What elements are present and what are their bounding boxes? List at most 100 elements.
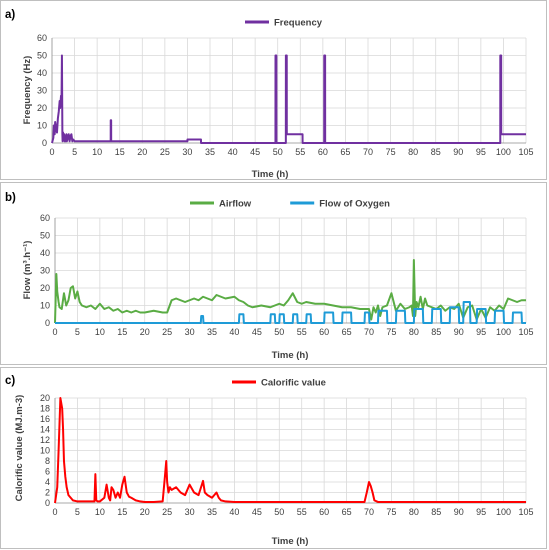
panel-b-x-tick-label: 85	[431, 327, 441, 337]
panel-b-x-tick-label: 75	[386, 327, 396, 337]
panel-c-x-tick-label: 65	[342, 507, 352, 517]
panel-a-x-tick-label: 15	[115, 147, 125, 157]
panel-a-x-tick-label: 30	[182, 147, 192, 157]
panel-a-x-tick-label: 35	[205, 147, 215, 157]
panel-b-legend-label-1: Flow of Oxygen	[319, 199, 390, 210]
panel-c-y-tick-label: 20	[40, 393, 50, 403]
panel-b-x-tick-label: 95	[476, 327, 486, 337]
panel-b-x-tick-label: 70	[364, 327, 374, 337]
panel-a-y-tick-label: 30	[37, 86, 47, 96]
panel-c-x-tick-label: 10	[95, 507, 105, 517]
panel-a-x-tick-label: 0	[49, 147, 54, 157]
panel-a-y-tick-label: 0	[42, 138, 47, 148]
panel-c-x-tick-label: 45	[252, 507, 262, 517]
panel-b-legend: Airflow Flow of Oxygen	[190, 199, 390, 210]
panel-c-y-tick-label: 16	[40, 414, 50, 424]
panel-b-y-tick-label: 30	[40, 266, 50, 276]
panel-b-x-tick-label: 15	[117, 327, 127, 337]
panel-c-x-tick-label: 55	[297, 507, 307, 517]
panel-a-x-tick-label: 105	[518, 147, 533, 157]
panel-b-x-tick-label: 20	[140, 327, 150, 337]
panel-a-x-tick-label: 85	[431, 147, 441, 157]
panel-a-x-tick-label: 50	[273, 147, 283, 157]
panel-b-x-tick-label: 0	[52, 327, 57, 337]
panel-c-x-tick-label: 40	[229, 507, 239, 517]
panel-b-y-tick-label: 50	[40, 231, 50, 241]
panel-a-letter: a)	[5, 9, 15, 21]
panel-b-x-tick-label: 60	[319, 327, 329, 337]
panel-c-x-axis-label: Time (h)	[272, 536, 309, 547]
panel-c-x-tick-label: 80	[409, 507, 419, 517]
panel-c: c) Time (h) Calorific value (MJ.m-3) Cal…	[5, 375, 534, 547]
panel-c-y-tick-label: 6	[45, 467, 50, 477]
panel-b-x-tick-label: 105	[518, 327, 533, 337]
panel-a-series-line-0	[51, 54, 526, 144]
panel-a-x-tick-label: 100	[496, 147, 511, 157]
panel-c-x-tick-label: 90	[454, 507, 464, 517]
panel-a-y-tick-label: 50	[37, 51, 47, 61]
panel-c-y-tick-label: 2	[45, 488, 50, 498]
panel-b-y-tick-label: 10	[40, 301, 50, 311]
panel-c-x-tick-label: 70	[364, 507, 374, 517]
panel-a-y-tick-label: 10	[37, 121, 47, 131]
panel-a-y-tick-label: 20	[37, 103, 47, 113]
panel-b: b) Time (h) Flow (m³.h⁻¹) Airflow Flow of…	[5, 192, 534, 361]
panel-a-y-tick-label: 60	[37, 33, 47, 43]
panel-a-x-tick-label: 55	[295, 147, 305, 157]
panel-b-plot: 0 10 20 30 40 50 60 0 5 10 15 20 25 30 35 40 45 50 55 60 65 7…	[40, 213, 534, 337]
panel-a-x-tick-label: 60	[318, 147, 328, 157]
panel-b-y-tick-label: 0	[45, 318, 50, 328]
panel-b-x-tick-label: 10	[95, 327, 105, 337]
panel-c-frame	[0, 367, 547, 549]
panel-b-frame	[0, 182, 547, 365]
panel-c-y-tick-label: 0	[45, 498, 50, 508]
panel-b-series-line-1	[55, 301, 526, 324]
panel-b-y-tick-label: 60	[40, 213, 50, 223]
panel-b-x-tick-label: 90	[454, 327, 464, 337]
panel-a-legend: Frequency	[245, 18, 323, 29]
panel-c-x-tick-label: 30	[185, 507, 195, 517]
panel-c-y-tick-label: 12	[40, 435, 50, 445]
panel-b-x-tick-label: 5	[75, 327, 80, 337]
panel-c-x-tick-label: 15	[117, 507, 127, 517]
panel-b-x-tick-label: 25	[162, 327, 172, 337]
panel-b-letter: b)	[5, 192, 16, 204]
panel-c-y-axis-label: Calorific value (MJ.m-3)	[14, 395, 25, 502]
panel-c-y-tick-label: 14	[40, 425, 50, 435]
panel-c-y-tick-label: 10	[40, 446, 50, 456]
panel-a-x-tick-label: 10	[92, 147, 102, 157]
panel-a-x-axis-label: Time (h)	[252, 169, 289, 180]
panel-a-x-tick-label: 75	[386, 147, 396, 157]
panel-b-y-tick-label: 20	[40, 283, 50, 293]
panel-b-x-tick-label: 30	[185, 327, 195, 337]
panel-b-x-tick-label: 45	[252, 327, 262, 337]
panel-c-y-tick-label: 4	[45, 477, 50, 487]
panel-a-x-tick-label: 70	[363, 147, 373, 157]
panel-b-y-axis-label: Flow (m³.h⁻¹)	[22, 241, 33, 300]
panel-a-y-axis-label: Frequency (Hz)	[22, 56, 33, 125]
panel-a: a) Time (h) Frequency (Hz) Frequency 0 10…	[5, 9, 534, 180]
panel-a-x-tick-label: 5	[72, 147, 77, 157]
panel-a-y-tick-label: 40	[37, 68, 47, 78]
panel-c-legend: Calorific value	[232, 378, 326, 389]
panel-c-y-tick-label: 18	[40, 404, 50, 414]
panel-c-x-tick-label: 105	[518, 507, 533, 517]
panel-c-x-tick-label: 50	[274, 507, 284, 517]
panel-c-x-tick-label: 35	[207, 507, 217, 517]
panel-c-x-tick-label: 100	[496, 507, 511, 517]
panel-b-x-tick-label: 65	[342, 327, 352, 337]
panel-c-x-tick-label: 85	[431, 507, 441, 517]
panel-a-x-tick-label: 90	[453, 147, 463, 157]
panel-b-x-tick-label: 40	[229, 327, 239, 337]
panel-c-x-tick-label: 95	[476, 507, 486, 517]
panel-a-x-tick-label: 20	[137, 147, 147, 157]
panel-c-x-tick-label: 20	[140, 507, 150, 517]
panel-a-x-tick-label: 45	[250, 147, 260, 157]
panel-c-x-tick-label: 0	[52, 507, 57, 517]
panel-a-plot: 0 10 20 30 40 50 60 0 5 10 15 20 25 30 35 40 45 50 55 60 65 7…	[37, 33, 534, 157]
panel-c-x-tick-label: 60	[319, 507, 329, 517]
panel-b-x-axis-label: Time (h)	[272, 350, 309, 361]
panel-c-y-tick-label: 8	[45, 456, 50, 466]
